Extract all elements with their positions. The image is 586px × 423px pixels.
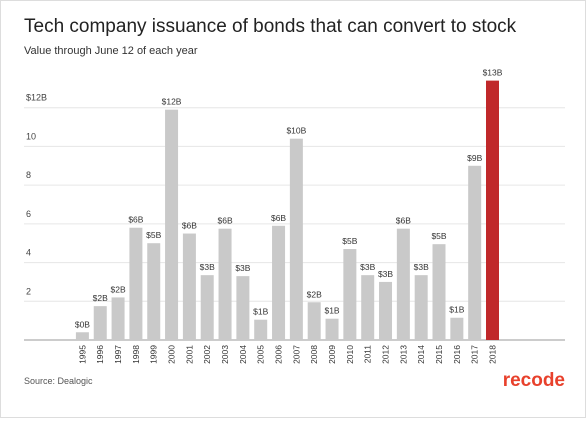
bar	[468, 165, 482, 340]
x-tick-label: 2000	[167, 345, 177, 364]
x-tick-label: 2018	[488, 345, 498, 364]
value-label: $6B	[217, 216, 232, 226]
y-tick-label: 6	[26, 209, 31, 219]
value-label: $9B	[467, 153, 482, 163]
x-tick-label: 2012	[381, 345, 391, 364]
value-label: $2B	[93, 293, 108, 303]
chart-subtitle: Value through June 12 of each year	[24, 45, 198, 57]
x-tick-label: 2005	[256, 345, 266, 364]
y-tick-label: 2	[26, 286, 31, 296]
x-tick-label: 2004	[238, 345, 248, 364]
bar	[200, 275, 214, 340]
value-label: $2B	[307, 289, 322, 299]
source: Source: Dealogic	[24, 376, 93, 386]
value-label: $10B	[286, 126, 306, 136]
x-tick-label: 2003	[220, 345, 230, 364]
logo: recode	[503, 370, 565, 391]
bar	[165, 109, 179, 341]
x-tick-label: 1997	[113, 345, 123, 364]
bar	[450, 317, 464, 340]
x-tick-label: 2009	[327, 345, 337, 364]
value-label: $6B	[396, 216, 411, 226]
bar	[343, 249, 357, 340]
x-tick-label: 2016	[452, 345, 462, 364]
value-label: $2B	[111, 284, 126, 294]
x-tick-label: 2008	[309, 345, 319, 364]
x-tick-label: 1995	[77, 345, 87, 364]
value-label: $5B	[342, 236, 357, 246]
x-tick-label: 2010	[345, 345, 355, 364]
value-label: $3B	[200, 262, 215, 272]
x-tick-label: 2002	[202, 345, 212, 364]
value-label: $3B	[378, 269, 393, 279]
x-tick-label: 2007	[291, 345, 301, 364]
y-tick-label: 10	[26, 131, 36, 141]
value-label: $6B	[271, 213, 286, 223]
bar	[307, 302, 321, 340]
value-label: $1B	[253, 307, 268, 317]
value-label: $1B	[449, 305, 464, 315]
bar	[93, 306, 107, 340]
bar	[254, 319, 268, 340]
y-tick-label: 8	[26, 170, 31, 180]
value-label: $0B	[75, 319, 90, 329]
x-tick-label: 2013	[398, 345, 408, 364]
bar	[218, 228, 232, 340]
bar	[182, 233, 196, 340]
bar	[272, 225, 286, 340]
x-tick-label: 1996	[95, 345, 105, 364]
value-label: $5B	[431, 231, 446, 241]
bar	[147, 243, 161, 340]
x-tick-label: 2006	[274, 345, 284, 364]
x-tick-label: 2015	[434, 345, 444, 364]
y-tick-label: 4	[26, 248, 31, 258]
bar	[414, 275, 428, 340]
x-tick-label: 2001	[184, 345, 194, 364]
bar	[236, 276, 250, 340]
x-tick-label: 1998	[131, 345, 141, 364]
x-tick-label: 2011	[363, 345, 373, 364]
bar	[379, 281, 393, 340]
bar	[129, 227, 143, 340]
bar	[486, 80, 500, 340]
bar	[289, 138, 303, 340]
value-label: $3B	[235, 263, 250, 273]
bar	[75, 332, 89, 340]
bar	[396, 228, 410, 340]
bar	[111, 297, 125, 340]
value-label: $3B	[414, 262, 429, 272]
bar	[325, 318, 339, 340]
value-label: $12B	[162, 97, 182, 107]
value-label: $1B	[324, 306, 339, 316]
value-label: $5B	[146, 230, 161, 240]
x-tick-label: 2017	[470, 345, 480, 364]
bar	[432, 244, 446, 340]
chart-title: Tech company issuance of bonds that can …	[24, 16, 517, 37]
value-label: $13B	[483, 68, 503, 78]
y-tick-label: $12B	[26, 93, 47, 103]
bar	[361, 275, 375, 340]
x-tick-label: 1999	[149, 345, 159, 364]
value-label: $6B	[128, 215, 143, 225]
value-label: $3B	[360, 262, 375, 272]
x-tick-label: 2014	[416, 345, 426, 364]
value-label: $6B	[182, 221, 197, 231]
